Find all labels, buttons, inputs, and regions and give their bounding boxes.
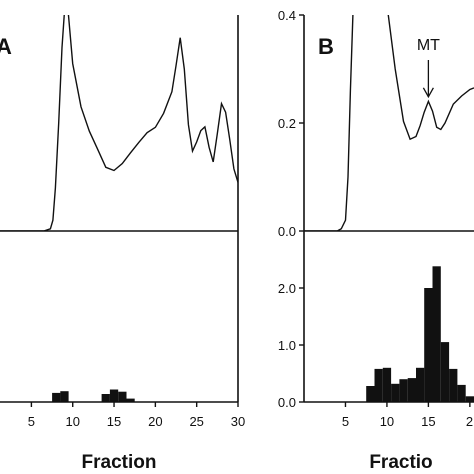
- x-tick-label: 5: [342, 414, 349, 429]
- bar-fraction-18: [449, 368, 458, 402]
- annotation-mt: MT: [417, 37, 440, 54]
- panel-a-line-chart: [0, 15, 239, 232]
- x-axis-title: Fractio: [369, 452, 432, 473]
- y-tick-label: 0.4: [278, 8, 296, 23]
- x-axis-title: Fraction: [82, 452, 157, 473]
- bar-fraction-13: [407, 378, 416, 402]
- bar-fraction-8: [366, 386, 375, 402]
- x-tick-label: 30: [231, 414, 245, 429]
- bar-fraction-16: [432, 266, 441, 402]
- series-line: [304, 15, 474, 231]
- y-tick-label: 0.0: [278, 224, 296, 239]
- panel-b-line-chart: 0.0 0.2 0.4 MT: [278, 8, 474, 239]
- x-tick-label: 10: [65, 414, 79, 429]
- x-tick-label: 2: [466, 414, 473, 429]
- x-tick-label: 20: [148, 414, 162, 429]
- bar-fraction-15: [424, 288, 433, 402]
- bar-fraction-10: [382, 367, 392, 402]
- bar-fraction-19: [457, 384, 466, 402]
- panel-label-a: A: [0, 34, 12, 59]
- bar-fraction-17: [440, 342, 450, 402]
- series-line: [0, 15, 238, 231]
- x-tick-label: 25: [189, 414, 203, 429]
- panel-c-bar-chart: 5 10 15 20 25 30 Fraction: [0, 231, 245, 473]
- bar-fraction-16: [118, 391, 127, 402]
- panel-d-bar-chart: 0.0 1.0 2.0 5 10 15 2 Fractio: [278, 231, 474, 473]
- bar-fraction-14: [416, 367, 425, 402]
- bar-fraction-9: [60, 391, 69, 402]
- y-tick-label: 0.0: [278, 395, 296, 410]
- x-tick-label: 15: [421, 414, 435, 429]
- x-tick-label: 15: [107, 414, 121, 429]
- bar-fraction-11: [391, 383, 400, 402]
- bar-fraction-12: [399, 379, 408, 402]
- bar-fraction-17: [126, 398, 135, 402]
- x-tick-label: 10: [380, 414, 394, 429]
- bar-fraction-9: [374, 368, 383, 402]
- bar-fraction-14: [101, 394, 110, 402]
- y-tick-label: 2.0: [278, 281, 296, 296]
- bar-fraction-8: [52, 392, 61, 402]
- y-tick-label: 0.2: [278, 116, 296, 131]
- annotation-arrow-head: [422, 87, 434, 99]
- panel-label-b: B: [318, 34, 334, 59]
- y-tick-label: 1.0: [278, 338, 296, 353]
- bar-fraction-20: [465, 396, 474, 402]
- x-tick-label: 5: [28, 414, 35, 429]
- bar-fraction-15: [109, 389, 119, 402]
